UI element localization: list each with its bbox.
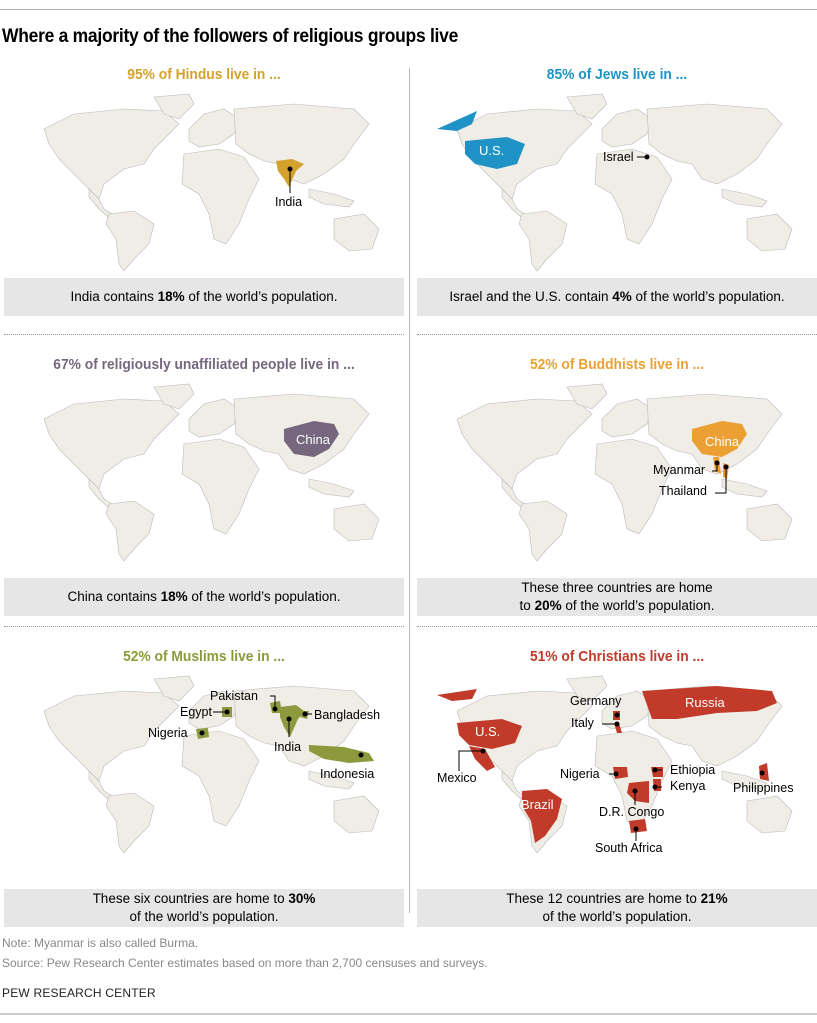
country-label-italy: Italy	[571, 716, 594, 730]
country-label-israel: Israel	[603, 150, 634, 164]
country-label-bangladesh: Bangladesh	[314, 708, 381, 722]
world-map: India	[4, 89, 404, 274]
summary-box: China contains 18% of the world’s popula…	[4, 578, 404, 616]
country-label-egypt: Egypt	[180, 705, 212, 719]
country-label-thailand: Thailand	[659, 484, 707, 498]
country-label-nigeria: Nigeria	[148, 726, 188, 740]
summary-box: India contains 18% of the world’s popula…	[4, 278, 404, 316]
panel-unaffiliated: 67% of religiously unaffiliated people l…	[4, 356, 404, 616]
country-label-dr-congo: D.R. Congo	[599, 805, 665, 819]
world-map: U.S. Israel	[417, 89, 817, 274]
row-separator	[417, 334, 817, 335]
panel-heading: 67% of religiously unaffiliated people l…	[53, 356, 355, 373]
panel-christians: 51% of Christians live in ...	[417, 648, 817, 927]
summary-box: These six countries are home to 30% of t…	[4, 889, 404, 927]
country-label-india: India	[275, 195, 303, 209]
column-divider	[409, 68, 410, 913]
country-label-mexico: Mexico	[437, 771, 477, 785]
world-map: China Myanmar Thailand	[417, 379, 817, 564]
summary-box: These three countries are home to 20% of…	[417, 578, 817, 616]
country-label-russia: Russia	[685, 695, 725, 710]
top-rule	[0, 9, 817, 10]
row-separator	[417, 626, 817, 627]
panel-heading: 52% of Buddhists live in ...	[529, 356, 705, 373]
source-text: Source: Pew Research Center estimates ba…	[2, 956, 488, 970]
panel-heading: 52% of Muslims live in ...	[123, 648, 285, 665]
country-label-brazil: Brazil	[521, 797, 554, 812]
country-label-us: U.S.	[479, 143, 505, 158]
country-label-ethiopia: Ethiopia	[670, 763, 716, 777]
panel-heading: 51% of Christians live in ...	[529, 648, 705, 665]
world-map: China	[4, 379, 404, 564]
country-label-india: India	[274, 740, 302, 754]
panel-hindus: 95% of Hindus live in ... India India co…	[4, 66, 404, 316]
summary-box: These 12 countries are home to 21% of th…	[417, 889, 817, 927]
country-label-pakistan: Pakistan	[210, 689, 258, 703]
summary-box: Israel and the U.S. contain 4% of the wo…	[417, 278, 817, 316]
panel-heading: 85% of Jews live in ...	[546, 66, 688, 83]
world-map: Pakistan Egypt Bangladesh Nigeria India …	[4, 671, 404, 856]
bottom-rule	[0, 1013, 817, 1015]
brand-footer: PEW RESEARCH CENTER	[2, 986, 156, 1000]
country-label-myanmar: Myanmar	[653, 463, 706, 477]
panel-heading: 95% of Hindus live in ...	[127, 66, 281, 83]
panel-muslims: 52% of Muslims live in ... Pakistan Egyp…	[4, 648, 404, 927]
panel-jews: 85% of Jews live in ... U.S. Israel Isra…	[417, 66, 817, 316]
panel-buddhists: 52% of Buddhists live in ... China Myanm…	[417, 356, 817, 616]
country-label-china: China	[296, 432, 330, 447]
country-label-us: U.S.	[475, 724, 501, 739]
country-label-indonesia: Indonesia	[320, 767, 375, 781]
country-label-nigeria: Nigeria	[560, 767, 600, 781]
country-label-south-africa: South Africa	[595, 841, 663, 855]
country-label-kenya: Kenya	[670, 779, 706, 793]
chart-title: Where a majority of the followers of rel…	[2, 26, 459, 47]
row-separator	[4, 334, 404, 335]
world-map: Germany Russia Italy U.S. Mexico Nigeria…	[417, 671, 817, 856]
country-label-germany: Germany	[570, 694, 622, 708]
country-label-china: China	[705, 434, 739, 449]
country-label-philippines: Philippines	[733, 781, 794, 795]
row-separator	[4, 626, 404, 627]
note-text: Note: Myanmar is also called Burma.	[2, 936, 199, 950]
